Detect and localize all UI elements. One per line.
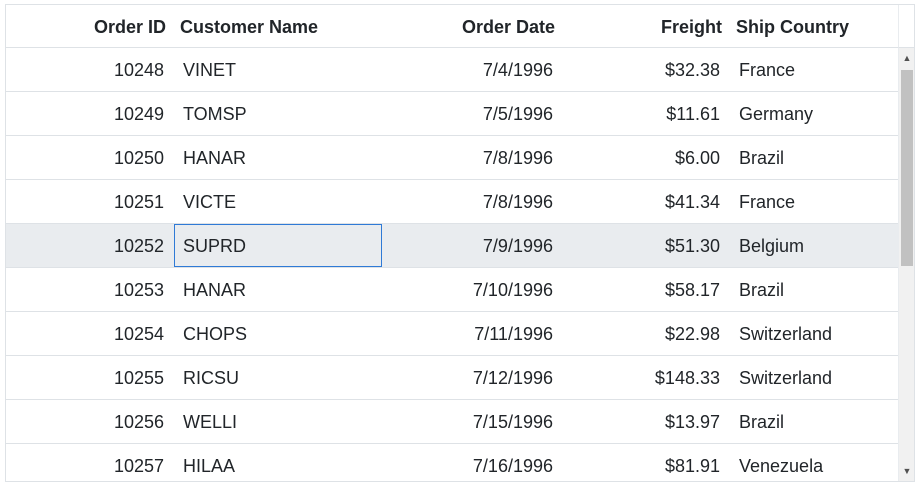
cell-freight[interactable]: $11.61	[666, 104, 720, 124]
orders-grid: Order ID Customer Name Order Date Freigh…	[5, 4, 915, 482]
cell-order-date[interactable]: 7/11/1996	[474, 324, 553, 344]
cell-customer-name[interactable]: VICTE	[183, 192, 237, 212]
cell-freight[interactable]: $41.34	[664, 192, 720, 212]
cell-order-date[interactable]: 7/12/1996	[472, 368, 553, 388]
cell-customer-name[interactable]: HANAR	[183, 280, 247, 300]
cell-order-date[interactable]: 7/8/1996	[482, 192, 553, 212]
cell-customer-name[interactable]: SUPRD	[183, 236, 247, 256]
cell-ship-country[interactable]: Brazil	[739, 412, 785, 432]
cell-customer-name[interactable]: WELLI	[183, 412, 238, 432]
grid-header: Order ID Customer Name Order Date Freigh…	[6, 5, 898, 48]
cell-order-date[interactable]: 7/10/1996	[472, 280, 553, 300]
cell-freight[interactable]: $58.17	[664, 280, 720, 300]
header-customer-name[interactable]: Customer Name	[180, 17, 319, 37]
cell-order-id[interactable]: 10251	[113, 192, 164, 212]
header-freight[interactable]: Freight	[661, 17, 722, 37]
scroll-up-arrow-icon[interactable]: ▲	[902, 53, 912, 63]
grid-body: 10248 VINET 7/4/1996 $32.38 France 10249…	[6, 48, 898, 481]
cell-order-date[interactable]: 7/8/1996	[482, 148, 553, 168]
cell-freight[interactable]: $32.38	[664, 60, 720, 80]
table-row[interactable]: 10248 VINET 7/4/1996 $32.38 France	[6, 48, 898, 92]
table-row[interactable]: 10253 HANAR 7/10/1996 $58.17 Brazil	[6, 268, 898, 312]
cell-ship-country[interactable]: Switzerland	[739, 368, 833, 388]
header-scroll-filler	[898, 5, 914, 48]
cell-customer-name[interactable]: RICSU	[183, 368, 240, 388]
cell-ship-country[interactable]: Brazil	[739, 148, 785, 168]
cell-order-id[interactable]: 10249	[113, 104, 164, 124]
cell-order-id[interactable]: 10250	[113, 148, 164, 168]
cell-order-id[interactable]: 10248	[113, 60, 164, 80]
scroll-down-arrow-icon[interactable]: ▼	[902, 466, 912, 476]
table-row[interactable]: 10250 HANAR 7/8/1996 $6.00 Brazil	[6, 136, 898, 180]
cell-freight[interactable]: $13.97	[664, 412, 720, 432]
cell-order-id[interactable]: 10255	[113, 368, 164, 388]
header-ship-country[interactable]: Ship Country	[736, 17, 849, 37]
table-row[interactable]: 10257 HILAA 7/16/1996 $81.91 Venezuela	[6, 444, 898, 481]
cell-ship-country[interactable]: Brazil	[739, 280, 785, 300]
cell-order-id[interactable]: 10256	[113, 412, 164, 432]
cell-ship-country[interactable]: Belgium	[739, 236, 805, 256]
cell-freight[interactable]: $6.00	[674, 148, 720, 168]
cell-order-id[interactable]: 10253	[113, 280, 164, 300]
cell-ship-country[interactable]: France	[739, 60, 796, 80]
cell-order-id[interactable]: 10254	[113, 324, 164, 344]
cell-order-id[interactable]: 10252	[113, 236, 164, 256]
cell-order-date[interactable]: 7/4/1996	[482, 60, 553, 80]
vertical-scrollbar[interactable]: ▲ ▼	[898, 48, 914, 481]
table-row[interactable]: 10254 CHOPS 7/11/1996 $22.98 Switzerland	[6, 312, 898, 356]
table-row[interactable]: 10256 WELLI 7/15/1996 $13.97 Brazil	[6, 400, 898, 444]
cell-ship-country[interactable]: Venezuela	[739, 456, 824, 476]
cell-order-date[interactable]: 7/16/1996	[472, 456, 553, 476]
scrollbar-thumb[interactable]	[901, 70, 913, 266]
cell-freight[interactable]: $51.30	[664, 236, 720, 256]
table-row[interactable]: 10251 VICTE 7/8/1996 $41.34 France	[6, 180, 898, 224]
cell-ship-country[interactable]: Switzerland	[739, 324, 833, 344]
cell-customer-name[interactable]: HANAR	[183, 148, 247, 168]
cell-customer-name[interactable]: VINET	[183, 60, 237, 80]
cell-customer-name[interactable]: HILAA	[183, 456, 236, 476]
header-order-id[interactable]: Order ID	[93, 17, 166, 37]
cell-ship-country[interactable]: Germany	[739, 104, 814, 124]
table-row[interactable]: 10249 TOMSP 7/5/1996 $11.61 Germany	[6, 92, 898, 136]
table-row[interactable]: 10255 RICSU 7/12/1996 $148.33 Switzerlan…	[6, 356, 898, 400]
cell-order-date[interactable]: 7/9/1996	[482, 236, 553, 256]
cell-order-id[interactable]: 10257	[113, 456, 164, 476]
cell-customer-name[interactable]: TOMSP	[183, 104, 247, 124]
table-row-selected[interactable]: 10252 SUPRD 7/9/1996 $51.30 Belgium	[6, 224, 898, 268]
cell-freight[interactable]: $81.91	[664, 456, 720, 476]
cell-customer-name[interactable]: CHOPS	[183, 324, 248, 344]
cell-ship-country[interactable]: France	[739, 192, 796, 212]
cell-order-date[interactable]: 7/15/1996	[472, 412, 553, 432]
cell-order-date[interactable]: 7/5/1996	[482, 104, 553, 124]
cell-freight[interactable]: $148.33	[654, 368, 720, 388]
header-order-date[interactable]: Order Date	[461, 17, 555, 37]
cell-freight[interactable]: $22.98	[664, 324, 720, 344]
